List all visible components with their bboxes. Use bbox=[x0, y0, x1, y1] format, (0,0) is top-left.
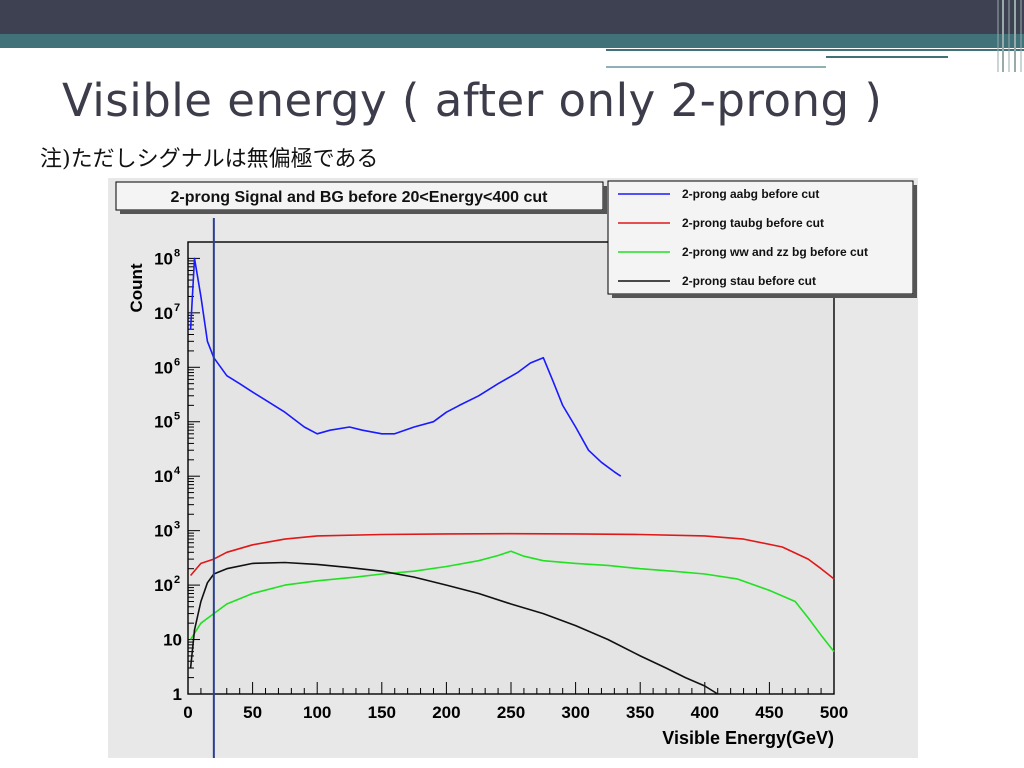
header-accent-band bbox=[0, 34, 1024, 48]
header-bar bbox=[0, 0, 1024, 34]
x-tick-label: 0 bbox=[183, 703, 192, 722]
series-line-aabg bbox=[189, 257, 622, 477]
y-tick-exponent: 7 bbox=[174, 302, 180, 314]
y-tick-label: 10 bbox=[163, 631, 182, 650]
x-tick-label: 200 bbox=[432, 703, 460, 722]
series-line-stau bbox=[189, 561, 719, 695]
y-tick-label: 10 bbox=[154, 413, 173, 432]
y-tick-exponent: 3 bbox=[174, 520, 180, 532]
legend-label-aabg: 2-prong aabg before cut bbox=[682, 187, 819, 201]
slide-title: Visible energy ( after only 2-prong ) bbox=[62, 74, 883, 127]
y-tick-label: 10 bbox=[154, 358, 173, 377]
x-tick-label: 350 bbox=[626, 703, 654, 722]
series-line-taubg bbox=[189, 532, 835, 580]
x-tick-label: 150 bbox=[368, 703, 396, 722]
legend-label-stau: 2-prong stau before cut bbox=[682, 274, 816, 288]
x-tick-label: 100 bbox=[303, 703, 331, 722]
x-tick-label: 300 bbox=[561, 703, 589, 722]
legend-label-wwzz: 2-prong ww and zz bg before cut bbox=[682, 245, 868, 259]
header-edge-lines bbox=[997, 0, 1022, 72]
x-tick-label: 400 bbox=[691, 703, 719, 722]
y-tick-exponent: 8 bbox=[174, 247, 180, 259]
chart-title-box: 2-prong Signal and BG before 20<Energy<4… bbox=[115, 181, 607, 214]
slide-note: 注)ただしシグナルは無偏極である bbox=[40, 147, 379, 172]
header-accent-line-short bbox=[826, 56, 948, 58]
y-tick-exponent: 4 bbox=[174, 465, 181, 477]
y-tick-exponent: 6 bbox=[174, 356, 180, 368]
y-tick-label: 10 bbox=[154, 467, 173, 486]
y-tick-label: 10 bbox=[154, 576, 173, 595]
y-tick-exponent: 2 bbox=[174, 574, 180, 586]
plot-frame bbox=[187, 241, 835, 695]
y-tick-label: 1 bbox=[173, 685, 182, 704]
x-tick-label: 500 bbox=[820, 703, 848, 722]
chart-title: 2-prong Signal and BG before 20<Energy<4… bbox=[171, 189, 549, 206]
y-tick-label: 10 bbox=[154, 304, 173, 323]
y-tick-label: 10 bbox=[154, 522, 173, 541]
legend-label-taubg: 2-prong taubg before cut bbox=[682, 216, 824, 230]
y-tick-label: 10 bbox=[154, 249, 173, 268]
header-accent-line-light bbox=[606, 66, 826, 68]
x-tick-label: 450 bbox=[755, 703, 783, 722]
y-tick-exponent: 5 bbox=[174, 411, 180, 423]
series-layer bbox=[189, 257, 835, 695]
x-axis-label: Visible Energy(GeV) bbox=[662, 728, 834, 748]
series-line-wwzz bbox=[189, 550, 835, 653]
header-accent-line bbox=[606, 49, 1024, 51]
x-tick-label: 50 bbox=[243, 703, 262, 722]
x-tick-label: 250 bbox=[497, 703, 525, 722]
y-axis-label: Count bbox=[127, 263, 146, 312]
legend: 2-prong aabg before cut 2-prong taubg bef… bbox=[607, 180, 917, 298]
